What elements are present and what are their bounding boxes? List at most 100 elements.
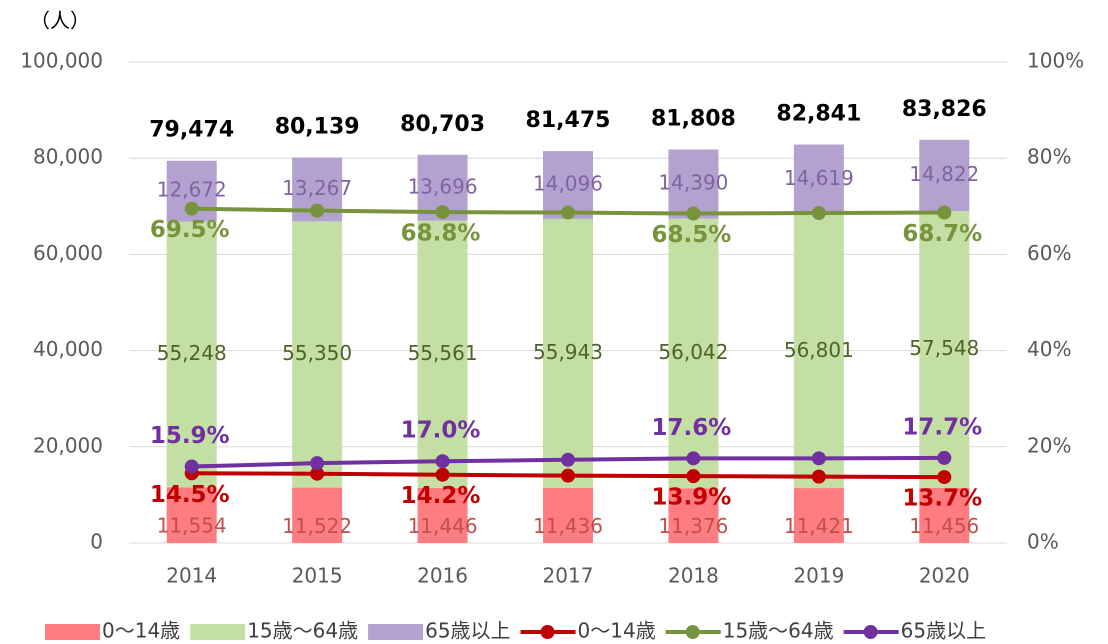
total-label: 80,139: [275, 115, 360, 140]
legend-swatch: [685, 625, 700, 639]
total-label: 81,475: [526, 108, 611, 133]
bar-segment: [668, 218, 719, 489]
line-point: [435, 205, 450, 220]
line-point: [561, 452, 575, 467]
line-value-label: 14.5%: [150, 482, 230, 508]
x-tick-label: 2017: [543, 564, 594, 588]
y-tick-label: 100,000: [20, 49, 103, 73]
line-value-label: 17.7%: [902, 414, 982, 440]
line-point: [811, 206, 826, 221]
total-label: 82,841: [776, 102, 861, 127]
total-label: 83,826: [902, 97, 987, 122]
bar-value-label: 14,619: [784, 166, 854, 190]
legend-label: 15歳～64歳: [723, 619, 834, 643]
bar-value-label: 56,801: [784, 338, 854, 362]
total-label: 81,808: [651, 107, 736, 132]
bar-value-label: 11,554: [157, 514, 227, 538]
bar-value-label: 55,248: [157, 341, 227, 365]
line-point: [561, 468, 575, 483]
bar-segment: [166, 487, 217, 543]
y2-tick-label: 60%: [1027, 241, 1071, 265]
legend-swatch: [540, 625, 555, 639]
line-value-label: 13.9%: [652, 485, 732, 511]
y-tick-label: 80,000: [33, 145, 103, 169]
bar-segment: [793, 214, 844, 489]
bar-segment: [292, 487, 343, 543]
line-value-label: 17.0%: [401, 418, 481, 444]
bar-segment: [793, 488, 844, 543]
bar-value-label: 56,042: [658, 340, 728, 364]
bar-segment: [543, 487, 593, 543]
bar-value-label: 11,421: [784, 514, 854, 538]
bar-segment: [793, 144, 844, 215]
y-tick-label: 0: [90, 530, 103, 554]
y2-tick-label: 100%: [1027, 49, 1084, 73]
line-point: [937, 205, 952, 220]
line-point: [184, 459, 199, 474]
legend-label: 0～14歳: [578, 619, 656, 643]
line-point: [184, 201, 199, 216]
line-point: [686, 451, 701, 466]
bar-segment: [417, 220, 468, 488]
bar-value-label: 12,672: [157, 178, 227, 202]
x-tick-label: 2015: [292, 564, 343, 588]
legend-label: 65歳以上: [425, 619, 510, 643]
line-value-label: 69.5%: [150, 217, 230, 243]
line-point: [310, 456, 325, 471]
bar-value-label: 55,943: [533, 340, 603, 364]
line-point: [811, 451, 826, 466]
bar-value-label: 11,446: [408, 514, 478, 538]
bar-value-label: 11,436: [533, 514, 603, 538]
bar-segment: [417, 487, 468, 543]
bar-value-label: 11,376: [658, 514, 728, 538]
y2-tick-label: 20%: [1027, 433, 1071, 457]
y-tick-label: 20,000: [33, 433, 103, 457]
line-value-label: 13.7%: [902, 486, 982, 512]
legend-label: 15歳～64歳: [247, 619, 358, 643]
legend-swatch: [45, 624, 100, 640]
line-value-label: 15.9%: [150, 423, 230, 449]
y-axis-label: （人）: [30, 9, 90, 33]
line-value-label: 17.6%: [652, 415, 732, 441]
y2-tick-label: 40%: [1027, 337, 1071, 361]
bar-segment: [292, 221, 343, 488]
bar-segment: [919, 487, 970, 543]
legend-swatch: [190, 624, 246, 640]
line-value-label: 68.5%: [652, 222, 732, 248]
line-point: [435, 454, 450, 469]
bar-segment: [668, 488, 719, 543]
legend-label: 0～14歳: [102, 619, 180, 643]
bar-value-label: 11,522: [282, 514, 352, 538]
line-point: [686, 206, 701, 221]
x-tick-label: 2019: [793, 564, 844, 588]
legend-label: 65歳以上: [901, 619, 986, 643]
line-value-label: 68.8%: [401, 221, 481, 247]
bar-value-label: 14,822: [909, 162, 979, 186]
bar-value-label: 55,561: [408, 341, 478, 365]
bar-value-label: 55,350: [282, 341, 352, 365]
line-value-label: 68.7%: [902, 221, 982, 247]
x-tick-label: 2016: [417, 564, 468, 588]
y2-tick-label: 80%: [1027, 145, 1071, 169]
bar-value-label: 11,456: [909, 514, 979, 538]
bar-segment: [166, 221, 217, 488]
y-tick-label: 60,000: [33, 241, 103, 265]
line-point: [435, 467, 450, 482]
x-tick-label: 2014: [166, 564, 217, 588]
bar-value-label: 13,696: [408, 174, 478, 198]
x-tick-label: 2018: [668, 564, 719, 588]
bar-value-label: 14,096: [533, 172, 603, 196]
y2-tick-label: 0%: [1027, 530, 1059, 554]
line-point: [310, 203, 325, 218]
legend-swatch: [863, 625, 878, 639]
line-value-label: 14.2%: [401, 483, 481, 509]
x-tick-label: 2020: [919, 564, 970, 588]
line-point: [561, 205, 575, 220]
line-point: [811, 469, 826, 484]
bar-value-label: 57,548: [909, 336, 979, 360]
bar-value-label: 13,267: [282, 176, 352, 200]
bar-segment: [543, 218, 593, 488]
total-label: 80,703: [400, 112, 485, 137]
line-point: [937, 450, 952, 465]
